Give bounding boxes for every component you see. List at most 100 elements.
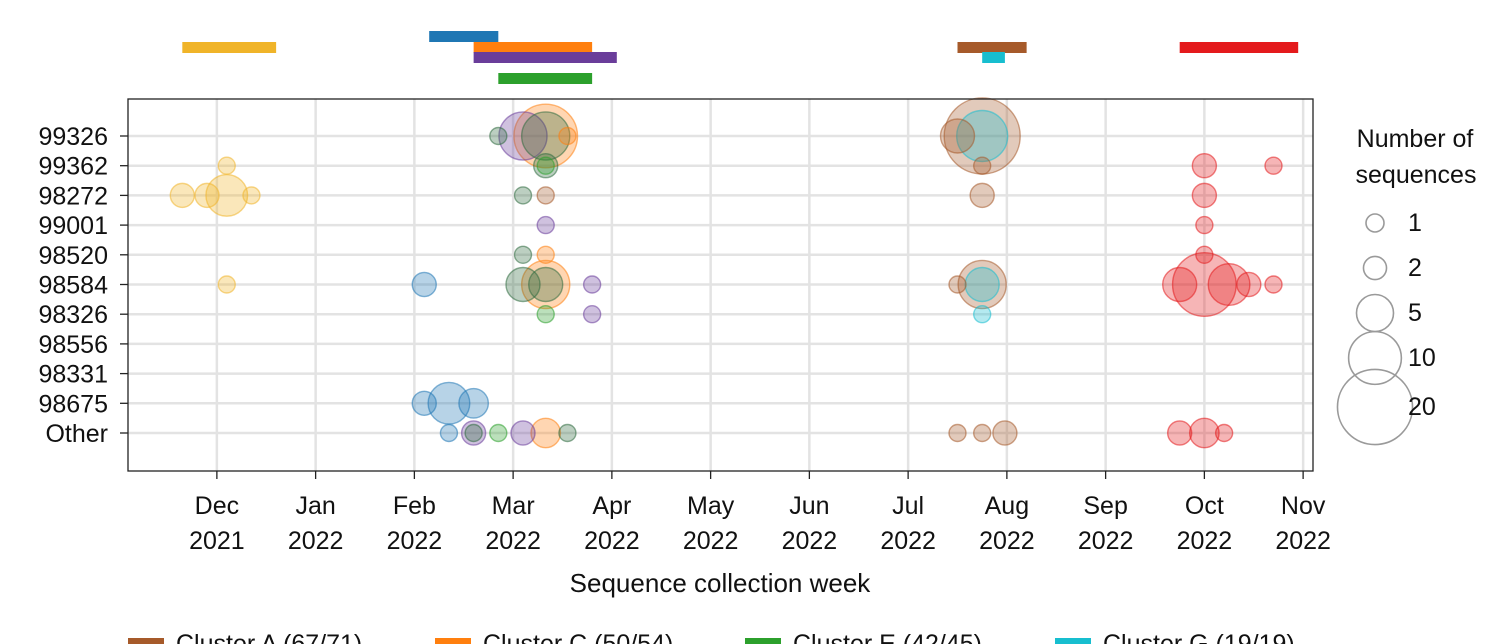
cluster-range-bar-c xyxy=(473,42,593,53)
y-tick-label: Other xyxy=(45,420,108,448)
size-legend-label: 10 xyxy=(1408,344,1436,372)
bubble-point-cluster-f xyxy=(1195,245,1214,265)
bubble-point-cluster-i xyxy=(558,423,577,443)
bubble-point-cluster-c xyxy=(513,103,579,169)
bubble-point-cluster-f xyxy=(1264,275,1283,294)
x-tick-label-year: 2022 xyxy=(1177,527,1233,555)
x-tick-label-month: Dec xyxy=(195,492,239,520)
bubble-point-cluster-i xyxy=(528,266,564,303)
bubble-point-cluster-h xyxy=(194,182,220,209)
bubble-point-cluster-a xyxy=(992,420,1018,446)
y-tick-label: 98520 xyxy=(38,242,108,270)
x-tick-label-year: 2022 xyxy=(683,527,739,555)
cluster-legend-label: Cluster A (67/71) xyxy=(176,630,362,644)
bubble-point-cluster-f xyxy=(1188,417,1220,449)
bubble-point-cluster-b xyxy=(411,390,437,417)
bubble-points xyxy=(169,97,1283,449)
bubble-point-cluster-h xyxy=(217,275,236,294)
bubble-point-cluster-b xyxy=(439,423,459,443)
x-tick-label-month: Jul xyxy=(892,492,924,520)
cluster-legend-label: Cluster E (42/45) xyxy=(793,630,982,644)
size-legend-circle xyxy=(1347,330,1403,386)
bubble-point-cluster-f xyxy=(1264,156,1283,175)
bubble-point-cluster-f xyxy=(1214,423,1234,443)
bubble-point-cluster-h xyxy=(242,186,261,205)
bubble-point-cluster-b xyxy=(411,271,437,298)
bubble-point-cluster-a xyxy=(536,186,555,205)
x-tick-label-month: Apr xyxy=(592,492,631,520)
cluster-legend-label: Cluster G (19/19) xyxy=(1103,630,1295,644)
bubble-point-cluster-b xyxy=(458,387,490,419)
bubble-point-cluster-d xyxy=(498,111,548,161)
x-tick-label-year: 2022 xyxy=(979,527,1035,555)
cluster-legend-swatch-c xyxy=(435,638,471,644)
y-axis-ticks: 9932699362982729900198520985849832698556… xyxy=(38,123,128,448)
bubble-point-cluster-c xyxy=(536,245,555,265)
size-legend-title-line1: Number of xyxy=(1357,125,1474,153)
cluster-range-bar-f xyxy=(1179,42,1299,53)
y-tick-label: 98675 xyxy=(38,390,108,418)
bubble-point-cluster-h xyxy=(217,156,236,175)
x-tick-label-year: 2022 xyxy=(880,527,936,555)
x-tick-label-year: 2022 xyxy=(584,527,640,555)
x-tick-label-month: Mar xyxy=(492,492,535,520)
bubble-point-cluster-f xyxy=(1236,271,1262,298)
bubble-point-cluster-i xyxy=(513,245,533,265)
x-tick-label-month: May xyxy=(687,492,735,520)
cluster-legend-swatch-e xyxy=(745,638,781,644)
bubble-point-cluster-c xyxy=(558,126,577,146)
bubble-point-cluster-a xyxy=(969,182,995,209)
bubble-point-cluster-i xyxy=(513,186,533,205)
bubble-point-cluster-f xyxy=(1195,215,1214,235)
x-tick-label-year: 2022 xyxy=(387,527,443,555)
cluster-range-bar-b xyxy=(429,31,499,42)
x-tick-label-year: 2022 xyxy=(1275,527,1331,555)
size-legend-circle xyxy=(1362,255,1388,281)
bubble-point-cluster-e xyxy=(536,156,555,175)
y-tick-label: 98584 xyxy=(38,272,108,300)
cluster-range-bars xyxy=(182,31,1299,84)
size-legend-circle xyxy=(1336,368,1414,446)
y-tick-label: 98331 xyxy=(38,361,108,389)
bubble-point-cluster-d xyxy=(536,215,555,235)
x-axis-ticks: Dec 2021 Jan 2022 Feb 2022 Mar 2022 Apr 2022 May 20… xyxy=(189,471,1331,555)
size-legend-label: 5 xyxy=(1408,299,1422,327)
bubble-point-cluster-f xyxy=(1207,262,1251,307)
x-axis-title: Sequence collection week xyxy=(570,568,872,598)
bubble-point-cluster-a xyxy=(972,423,992,443)
size-legend: Number of sequences 1 2 5 10 20 xyxy=(1336,125,1476,446)
bubble-point-cluster-g xyxy=(964,266,1000,303)
bubble-point-cluster-a xyxy=(948,423,967,443)
x-tick-label-year: 2021 xyxy=(189,527,245,555)
bubble-point-cluster-i xyxy=(520,111,571,161)
cluster-legend-swatch-a xyxy=(128,638,164,644)
size-legend-circle xyxy=(1365,213,1385,233)
y-tick-label: 99362 xyxy=(38,153,108,181)
cluster-range-bar-g xyxy=(982,52,1005,63)
cluster-range-bar-h xyxy=(182,42,277,53)
x-tick-label-month: Feb xyxy=(393,492,436,520)
y-tick-label: 98272 xyxy=(38,182,108,210)
cluster-legend-label: Cluster C (50/54) xyxy=(483,630,673,644)
bubble-point-cluster-g xyxy=(972,305,992,324)
bubble-point-cluster-d xyxy=(582,305,602,324)
x-tick-label-month: Jan xyxy=(295,492,335,520)
y-tick-label: 98556 xyxy=(38,331,108,359)
bubble-point-cluster-i xyxy=(489,126,508,146)
x-tick-label-year: 2022 xyxy=(485,527,541,555)
bubble-point-cluster-h xyxy=(169,182,196,209)
y-tick-label: 99326 xyxy=(38,123,108,151)
cluster-legend: Cluster A (67/71) Cluster C (50/54) Cluste… xyxy=(128,630,1295,644)
bubble-point-cluster-f xyxy=(1191,152,1218,179)
x-tick-label-month: Aug xyxy=(985,492,1029,520)
y-tick-label: 98326 xyxy=(38,301,108,329)
x-tick-label-month: Sep xyxy=(1083,492,1127,520)
x-tick-label-year: 2022 xyxy=(782,527,838,555)
bubble-point-cluster-c xyxy=(530,417,562,449)
x-tick-label-month: Nov xyxy=(1281,492,1326,520)
x-tick-label-month: Jun xyxy=(789,492,829,520)
bubble-point-cluster-a xyxy=(939,118,976,154)
bubble-point-cluster-a xyxy=(972,156,992,175)
bubble-point-cluster-i xyxy=(464,423,483,443)
